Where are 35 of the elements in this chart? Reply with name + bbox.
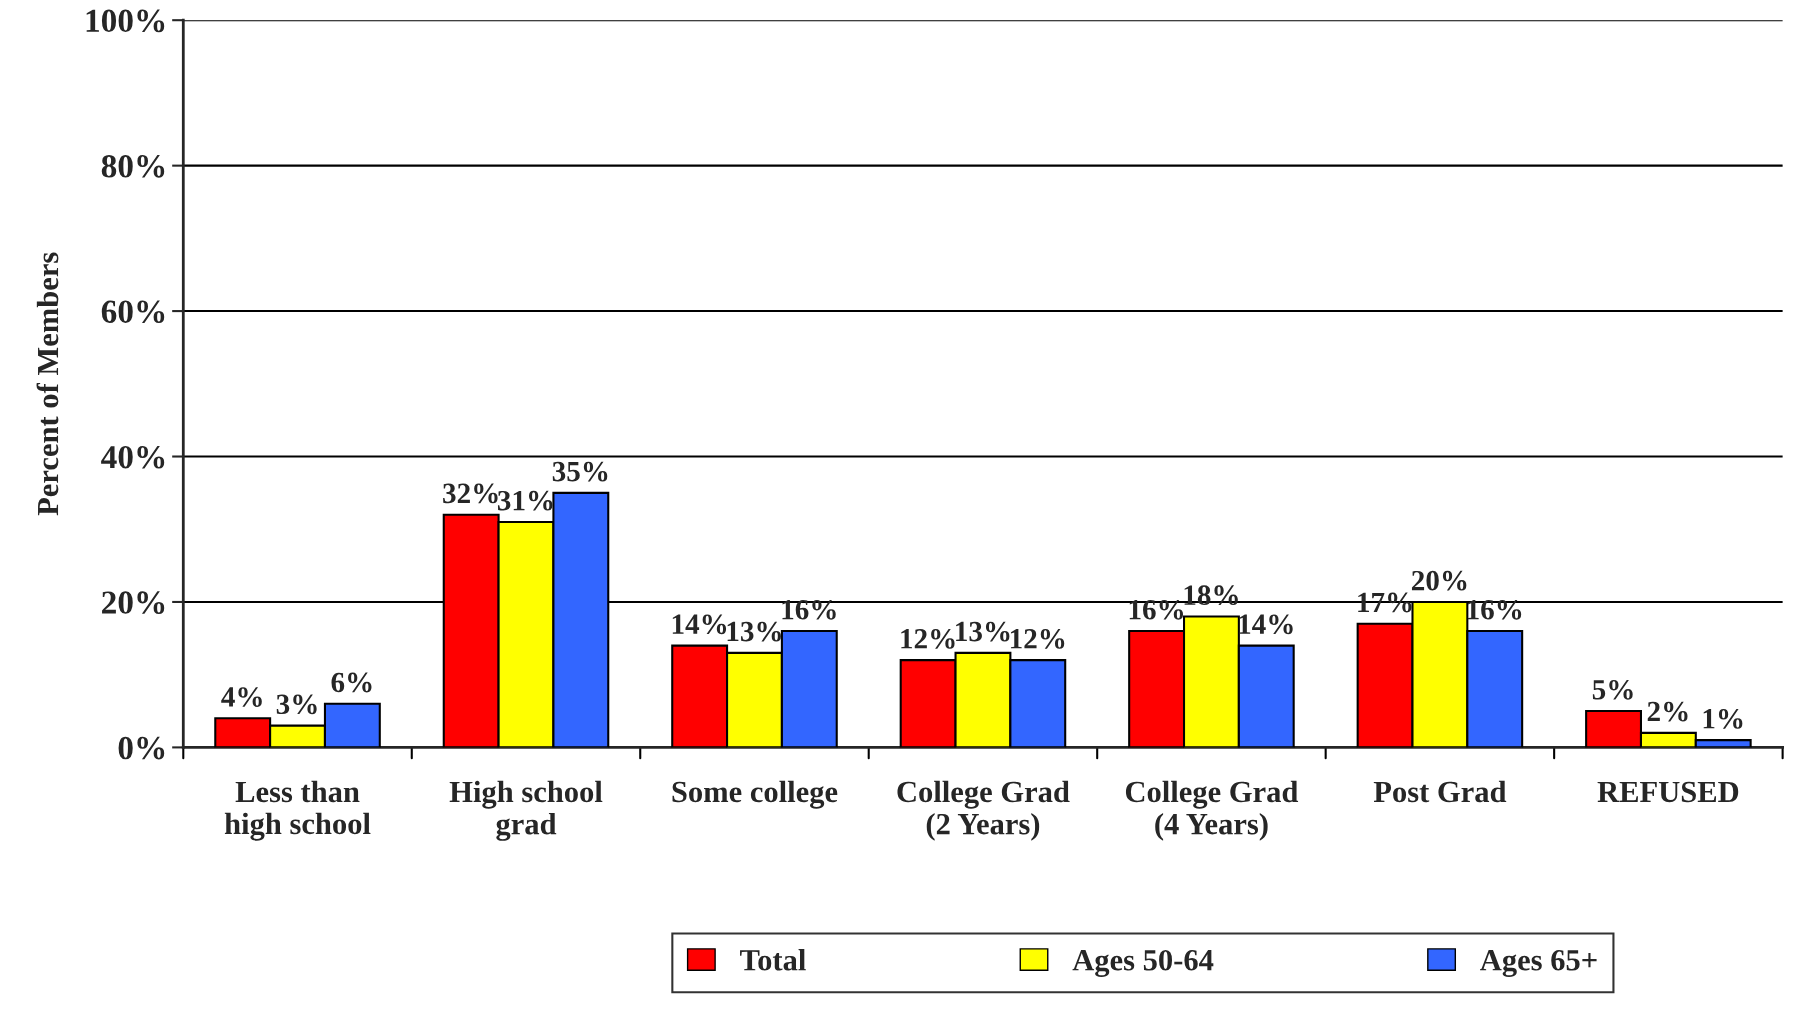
legend-label: Total	[740, 949, 806, 971]
legend-label: Ages 65+	[1480, 950, 1597, 977]
y-tick-label: 100%	[86, 9, 165, 33]
y-tick-label: 80%	[101, 155, 165, 178]
data-label: 16%	[782, 599, 836, 620]
y-axis-title: Percent of Members	[36, 252, 59, 516]
data-label: 18%	[1184, 585, 1238, 606]
y-tick-label: 40%	[101, 445, 165, 469]
y-tick-label: 0%	[118, 736, 165, 760]
data-label: 16%	[1467, 599, 1522, 620]
legend-label: Ages 50-64	[1072, 949, 1214, 977]
data-label: 13%	[956, 621, 1010, 642]
data-label: 32%	[443, 483, 498, 504]
data-label: 12%	[1010, 628, 1065, 649]
data-label: 5%	[1592, 679, 1633, 700]
x-tick-label: REFUSED	[1597, 781, 1739, 803]
data-label: 12%	[901, 628, 955, 649]
data-label: 2%	[1647, 701, 1688, 722]
data-label: 1%	[1703, 708, 1743, 729]
x-tick-label: College Grad (2 Years)	[897, 780, 1070, 841]
x-tick-label: College Grad (4 Years)	[1125, 780, 1299, 841]
x-tick-label: High school grad	[449, 780, 603, 841]
data-label: 4%	[221, 687, 262, 707]
data-label: 20%	[1411, 570, 1467, 591]
data-label: 3%	[276, 694, 317, 715]
x-tick-label: Less than high school	[224, 780, 371, 841]
data-label: 6%	[331, 672, 372, 693]
x-tick-label: Post Grad	[1373, 780, 1507, 803]
y-tick-label: 20%	[102, 591, 165, 614]
data-label: 35%	[552, 461, 608, 482]
data-label: 16%	[1129, 599, 1184, 620]
x-tick-label: Some college	[672, 780, 838, 809]
data-label: 13%	[727, 621, 781, 642]
data-label: 14%	[672, 614, 727, 635]
y-tick-label: 60%	[101, 300, 165, 324]
